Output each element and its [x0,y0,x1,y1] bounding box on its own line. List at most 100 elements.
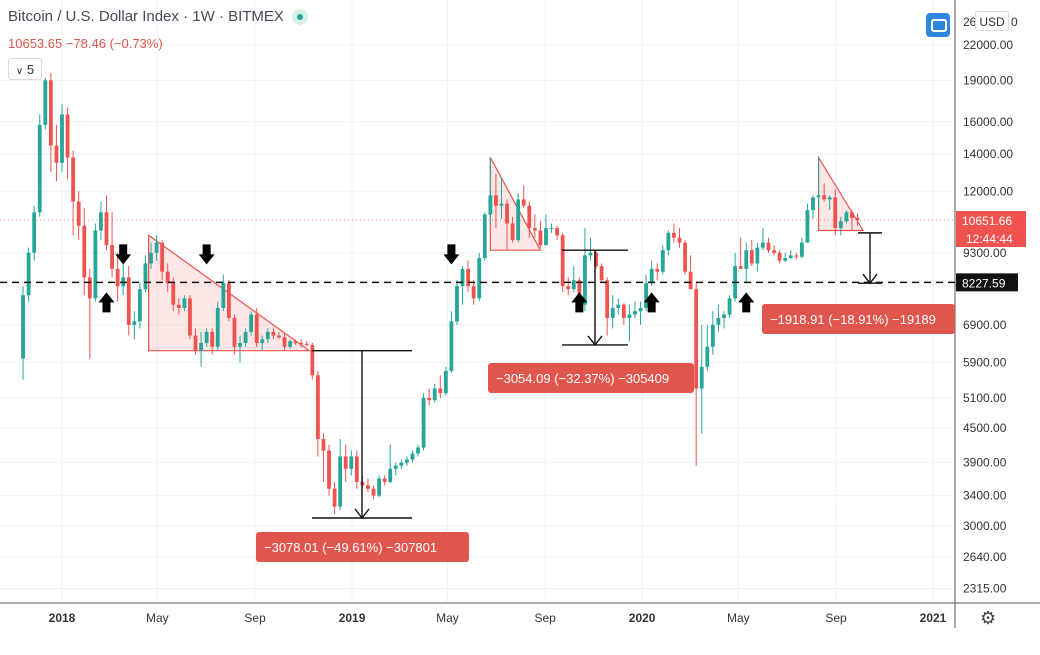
candle-body [455,286,459,322]
candle-body [583,255,587,305]
y-tick-label: 16000.00 [963,115,1013,129]
candle-body [304,343,309,345]
symbol-title[interactable]: Bitcoin / U.S. Dollar Index · 1W · BITME… [8,8,284,25]
candle-body [26,252,31,296]
y-tick-label: 2315.00 [963,581,1007,595]
candle-body [93,230,98,299]
candle-body [705,346,710,367]
candle-body [299,343,304,345]
candle-body [310,344,315,376]
candle-body [605,280,610,318]
candle-body [221,283,226,308]
candle-body [193,335,198,351]
candle-body [655,268,660,272]
candle-body [443,370,448,394]
candle-body [293,341,298,344]
candle-body [571,280,576,290]
candle-body [388,468,393,482]
candle-body [516,199,521,241]
y-tick-label: 3900.00 [963,456,1007,470]
candle-body [822,195,827,200]
x-tick-label: May [436,611,459,625]
candle-body [799,242,804,257]
candle-body [249,314,254,332]
candle-body [143,263,148,290]
candle-body [104,212,109,246]
down-arrow-icon [115,244,132,265]
candle-body [82,225,87,278]
candle-body [76,201,81,226]
screenshot-icon[interactable] [926,13,950,37]
candle-body [744,250,749,269]
gear-icon[interactable]: ⚙ [980,608,997,628]
candle-body [616,304,621,308]
candle-body [48,80,53,146]
candle-body [566,286,571,290]
candle-body [199,343,203,351]
candle-body [349,456,354,469]
candle-body [544,228,548,246]
collapse-indicators-button[interactable]: ∨ 5 [8,58,42,80]
candle-body [37,124,42,213]
candle-body [666,232,671,251]
y-tick-label: 19000.00 [963,73,1013,87]
candle-body [232,317,237,347]
candle-body [171,283,176,305]
candle-body [672,232,676,238]
up-arrow-icon [738,292,755,313]
candle-body [833,197,838,229]
candle-body [60,114,64,163]
candle-body [288,341,292,347]
x-tick-label: May [146,611,169,625]
candle-body [366,485,370,489]
candle-body [621,304,626,318]
candle-body [204,331,209,344]
candle-body [215,307,220,347]
candle-body [521,199,526,206]
candle-body [65,114,70,158]
support-price-badge [956,273,1018,292]
candle-body [499,203,504,206]
candle-body [32,212,37,253]
candle-body [838,221,843,229]
ohlc-readout: 10653.65 −78.46 (−0.73%) [8,36,163,51]
candle-body [633,311,637,315]
candle-body [87,277,92,299]
y-tick-label: 6900.00 [963,318,1007,332]
candle-body [271,331,276,336]
candle-body [827,197,832,200]
y-tick-label: 9300.00 [963,246,1007,260]
candle-body [282,337,287,347]
up-arrow-icon [571,292,588,313]
candle-body [405,459,409,463]
measure-label-box [762,304,955,334]
measure-arrow-head [354,508,370,520]
candle-body [482,214,487,259]
candle-body [850,212,854,218]
measure-label: −3054.09 (−32.37%) −305409 [496,371,669,386]
candle-body [610,307,615,318]
y-tick-label-clipped-end: 0 [1011,15,1018,29]
candle-body [755,247,760,264]
measure-label-box [488,363,694,393]
up-arrow-icon [98,292,115,313]
candle-body [449,321,454,371]
candle-body [321,439,326,451]
candle-body [260,339,265,344]
currency-button[interactable]: USD [975,11,1009,31]
candle-body [599,266,604,281]
last-price-badge [956,211,1026,230]
candle-body [421,397,426,448]
candle-body [477,258,482,299]
candle-body [494,195,498,206]
candle-body [71,157,76,202]
candle-body [43,80,48,125]
candle-body [471,286,476,299]
candle-body [510,223,515,241]
candle-body [505,203,509,224]
y-tick-label: 3000.00 [963,519,1007,533]
candle-body [677,237,682,243]
y-tick-label: 3400.00 [963,489,1007,503]
